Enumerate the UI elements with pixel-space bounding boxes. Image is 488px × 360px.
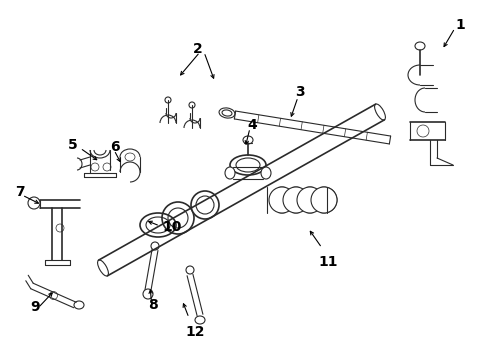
Ellipse shape xyxy=(310,187,336,213)
Text: 10: 10 xyxy=(162,220,181,234)
Ellipse shape xyxy=(268,187,294,213)
Ellipse shape xyxy=(125,153,135,161)
Ellipse shape xyxy=(185,266,194,274)
Ellipse shape xyxy=(296,187,323,213)
Ellipse shape xyxy=(224,167,235,179)
Ellipse shape xyxy=(261,167,270,179)
Ellipse shape xyxy=(151,242,159,250)
Ellipse shape xyxy=(416,125,428,137)
Ellipse shape xyxy=(195,316,204,324)
Ellipse shape xyxy=(162,202,194,234)
Ellipse shape xyxy=(168,208,187,228)
Text: 3: 3 xyxy=(294,85,304,99)
Text: 4: 4 xyxy=(246,118,256,132)
Ellipse shape xyxy=(28,197,40,209)
Text: 8: 8 xyxy=(148,298,158,312)
Text: 7: 7 xyxy=(15,185,24,199)
Ellipse shape xyxy=(283,187,308,213)
Ellipse shape xyxy=(229,155,265,175)
Ellipse shape xyxy=(296,187,323,213)
Ellipse shape xyxy=(236,158,260,172)
Ellipse shape xyxy=(91,163,99,171)
Ellipse shape xyxy=(243,136,252,144)
Ellipse shape xyxy=(283,187,308,213)
Text: 5: 5 xyxy=(68,138,78,152)
Ellipse shape xyxy=(164,97,171,103)
Ellipse shape xyxy=(56,224,64,232)
Polygon shape xyxy=(266,187,326,213)
Text: 12: 12 xyxy=(184,325,204,339)
Ellipse shape xyxy=(103,163,111,171)
Ellipse shape xyxy=(310,187,336,213)
Ellipse shape xyxy=(142,289,153,299)
Ellipse shape xyxy=(196,196,214,214)
Ellipse shape xyxy=(191,191,219,219)
Ellipse shape xyxy=(189,102,195,108)
Text: 1: 1 xyxy=(454,18,464,32)
Text: 11: 11 xyxy=(317,255,337,269)
Ellipse shape xyxy=(268,187,294,213)
Text: 9: 9 xyxy=(30,300,40,314)
Ellipse shape xyxy=(49,292,58,300)
Ellipse shape xyxy=(414,42,424,50)
Text: 2: 2 xyxy=(193,42,203,56)
Ellipse shape xyxy=(74,301,84,309)
Text: 6: 6 xyxy=(110,140,120,154)
